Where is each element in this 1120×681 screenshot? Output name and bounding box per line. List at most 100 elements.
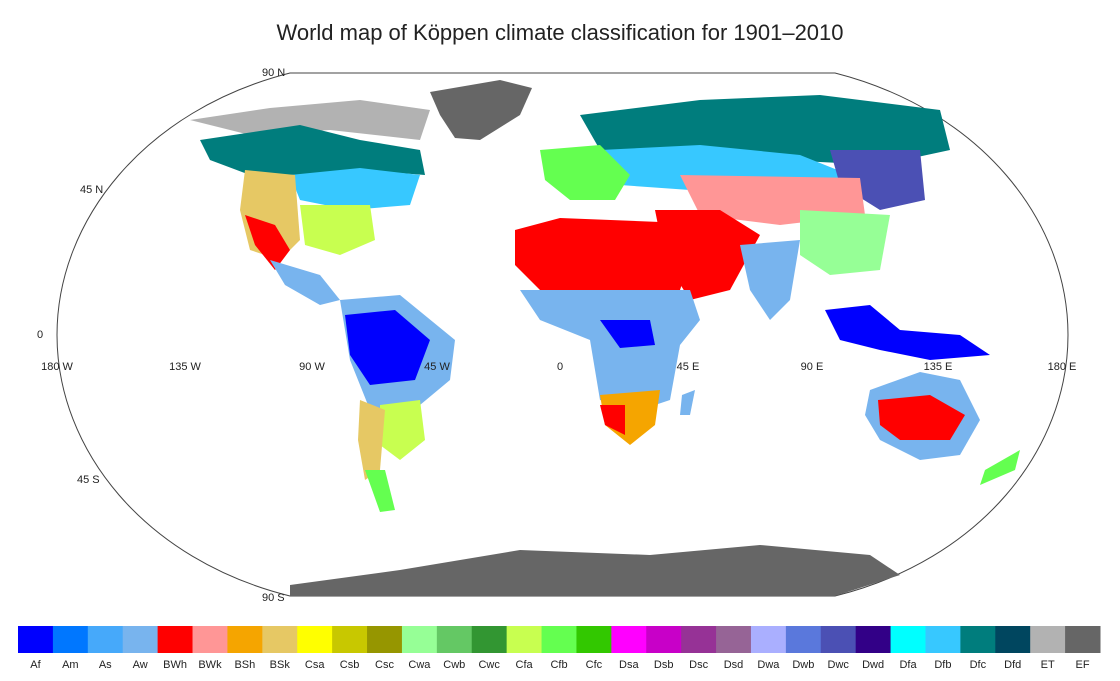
legend-label: As	[99, 659, 112, 671]
legend-swatch	[297, 626, 333, 653]
legend-label: ET	[1041, 659, 1055, 671]
legend: Af Am As Aw BWh BWk BSh BSk Csa Csb Csc Cwa Cwb Cwc Cf…	[18, 626, 1101, 671]
climate-region	[430, 80, 532, 140]
climate-region	[380, 400, 425, 460]
climate-region	[878, 395, 965, 440]
legend-label: Cfa	[516, 659, 534, 671]
climate-region	[270, 260, 340, 305]
legend-swatch	[611, 626, 647, 653]
climate-region	[300, 205, 375, 255]
legend-label: Cfc	[586, 659, 603, 671]
climate-region	[980, 450, 1020, 485]
legend-label: Dsc	[689, 659, 708, 671]
latitude-label: 90 S	[262, 592, 285, 604]
legend-label: Dsb	[654, 659, 674, 671]
climate-region	[200, 125, 425, 180]
land	[190, 80, 1020, 596]
legend-label: Cwb	[443, 659, 465, 671]
legend-label: Dwd	[862, 659, 884, 671]
legend-label: Cwc	[478, 659, 500, 671]
climate-region	[365, 470, 395, 512]
climate-region	[290, 168, 420, 210]
legend-swatch	[367, 626, 403, 653]
legend-label: Csc	[375, 659, 394, 671]
climate-region	[515, 218, 690, 290]
latitude-label: 0	[37, 329, 43, 341]
longitude-label: 90 E	[801, 361, 824, 373]
legend-swatch	[960, 626, 996, 653]
legend-label: Csb	[340, 659, 360, 671]
legend-swatch	[87, 626, 124, 653]
legend-label: Dsd	[724, 659, 744, 671]
climate-region	[190, 100, 430, 140]
climate-region	[245, 215, 290, 270]
longitude-label: 90 W	[299, 361, 325, 373]
legend-swatch	[192, 626, 228, 653]
legend-swatch	[716, 626, 752, 653]
climate-region	[540, 145, 630, 200]
legend-swatch	[471, 626, 508, 653]
latitude-label: 45 N	[80, 184, 103, 196]
legend-swatch	[750, 626, 787, 653]
climate-region	[520, 290, 700, 410]
legend-swatch	[506, 626, 543, 653]
climate-region	[290, 545, 900, 596]
legend-swatch	[820, 626, 857, 653]
legend-label: Af	[30, 659, 41, 671]
climate-region	[358, 400, 385, 480]
legend-label: EF	[1076, 659, 1090, 671]
legend-label: Dfc	[970, 659, 987, 671]
climate-region	[825, 305, 990, 360]
climate-region	[830, 150, 925, 210]
legend-label: Aw	[133, 659, 148, 671]
latitude-label: 45 S	[77, 474, 100, 486]
legend-label: Dfd	[1004, 659, 1021, 671]
legend-label: Dwb	[792, 659, 814, 671]
legend-label: BSk	[270, 659, 291, 671]
legend-swatch	[1030, 626, 1066, 653]
climate-region	[680, 390, 695, 415]
legend-label: Dwa	[757, 659, 780, 671]
legend-swatch	[436, 626, 473, 653]
legend-swatch	[576, 626, 612, 653]
legend-swatch	[855, 626, 892, 653]
axis-labels: 90 N 45 N 0 45 S 90 S 180 W 135 W 90 W 45 W 0 45 E…	[37, 67, 1076, 604]
legend-label: BWh	[163, 659, 187, 671]
longitude-label: 45 W	[424, 361, 450, 373]
legend-label: Dfb	[934, 659, 951, 671]
climate-region	[800, 210, 890, 275]
legend-swatch	[646, 626, 682, 653]
climate-region	[600, 320, 655, 348]
legend-swatch	[925, 626, 961, 653]
legend-label: Dwc	[828, 659, 850, 671]
legend-swatch	[262, 626, 298, 653]
legend-label: Dfa	[899, 659, 917, 671]
legend-swatch	[157, 626, 194, 653]
climate-region	[345, 310, 430, 385]
longitude-label: 45 E	[677, 361, 700, 373]
legend-label: BSh	[234, 659, 255, 671]
title: World map of Köppen climate classificati…	[276, 20, 843, 45]
legend-swatch	[122, 626, 159, 653]
climate-region	[600, 405, 625, 435]
legend-swatch	[681, 626, 717, 653]
legend-label: Dsa	[619, 659, 639, 671]
legend-swatch	[890, 626, 926, 653]
legend-swatch	[18, 626, 54, 653]
longitude-label: 180 W	[41, 361, 73, 373]
longitude-label: 180 E	[1048, 361, 1077, 373]
climate-region	[600, 390, 660, 445]
legend-swatch	[785, 626, 822, 653]
legend-swatch	[995, 626, 1031, 653]
latitude-label: 90 N	[262, 67, 285, 79]
legend-swatch	[541, 626, 577, 653]
legend-swatch	[332, 626, 368, 653]
legend-swatch	[1065, 626, 1101, 653]
longitude-label: 135 E	[924, 361, 953, 373]
legend-label: BWk	[198, 659, 222, 671]
legend-label: Cwa	[408, 659, 431, 671]
legend-swatch	[401, 626, 438, 653]
climate-region	[740, 240, 800, 320]
longitude-label: 135 W	[169, 361, 201, 373]
